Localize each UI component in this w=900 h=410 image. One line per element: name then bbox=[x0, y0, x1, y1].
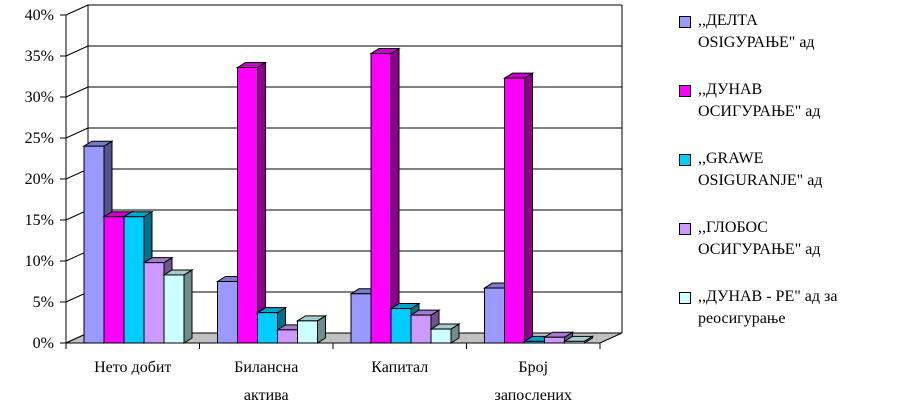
bar bbox=[257, 312, 278, 344]
x-tick-label: Билансна bbox=[234, 359, 298, 376]
y-tick-label: 20% bbox=[25, 171, 54, 188]
legend-swatch bbox=[679, 16, 691, 28]
gridline-side bbox=[65, 127, 89, 139]
bar bbox=[410, 314, 432, 344]
gridline-side bbox=[65, 86, 89, 98]
legend-item: ,,ДУНАВ ОСИГУРАЊЕ" ад bbox=[678, 79, 898, 123]
bar bbox=[277, 329, 298, 344]
x-tick-label: актива bbox=[244, 387, 289, 404]
legend-item: ,,ГЛОБОС ОСИГУРАЊЕ" ад bbox=[678, 217, 898, 261]
legend-item: ,,GRAWE OSIGURANJE" ад bbox=[678, 148, 898, 192]
bar-side bbox=[183, 269, 193, 344]
bar bbox=[390, 308, 412, 344]
x-tick-label: Нето добит bbox=[94, 359, 171, 376]
bar-side bbox=[257, 61, 266, 344]
y-tick-label: 30% bbox=[25, 89, 54, 106]
bar bbox=[370, 53, 392, 344]
bar bbox=[484, 287, 505, 344]
y-tick-label: 10% bbox=[25, 253, 54, 270]
legend-swatch bbox=[679, 223, 691, 235]
y-tick-label: 35% bbox=[25, 48, 54, 65]
gridline-side bbox=[65, 4, 89, 16]
bar bbox=[544, 336, 565, 344]
legend-swatch bbox=[679, 292, 691, 304]
legend-swatch bbox=[679, 85, 691, 97]
bar bbox=[430, 328, 452, 344]
legend-label: ,,ДЕЛТА OSIGУРАЊЕ" ад bbox=[698, 12, 815, 51]
y-tick-label: 15% bbox=[25, 212, 54, 229]
bar bbox=[297, 320, 318, 344]
legend-item: ,,ДУНАВ - РЕ" ад за реосигурање bbox=[678, 286, 898, 330]
legend-label: ,,ДУНАВ ОСИГУРАЊЕ" ад bbox=[698, 81, 821, 120]
bar-side bbox=[524, 72, 533, 344]
bar bbox=[83, 145, 105, 344]
legend-label: ,,ГЛОБОС ОСИГУРАЊЕ" ад bbox=[698, 219, 821, 258]
x-tick-label: Капитал bbox=[371, 359, 428, 376]
y-tick-label: 40% bbox=[25, 7, 54, 24]
y-tick-label: 0% bbox=[33, 335, 54, 352]
y-tick-label: 5% bbox=[33, 294, 54, 311]
bar-side bbox=[390, 47, 400, 344]
bar bbox=[504, 77, 525, 344]
bar bbox=[103, 216, 125, 344]
bar bbox=[237, 66, 258, 344]
bar bbox=[350, 293, 372, 344]
bar bbox=[163, 274, 185, 344]
chart-legend: ,,ДЕЛТА OSIGУРАЊЕ" ад ,,ДУНАВ ОСИГУРАЊЕ" … bbox=[678, 10, 898, 355]
bar bbox=[217, 281, 238, 344]
legend-swatch bbox=[679, 154, 691, 166]
legend-item: ,,ДЕЛТА OSIGУРАЊЕ" ад bbox=[678, 10, 898, 54]
bar bbox=[143, 262, 165, 344]
x-tick-label: Број bbox=[518, 359, 548, 376]
bar bbox=[123, 216, 145, 344]
legend-label: ,,ДУНАВ - РЕ" ад за реосигурање bbox=[698, 288, 838, 327]
y-tick-label: 25% bbox=[25, 130, 54, 147]
legend-label: ,,GRAWE OSIGURANJE" ад bbox=[698, 150, 823, 189]
gridline-side bbox=[65, 45, 89, 57]
x-tick-label: запослених bbox=[495, 387, 572, 404]
